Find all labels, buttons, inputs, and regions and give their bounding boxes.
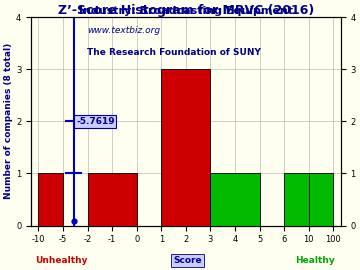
Text: www.textbiz.org: www.textbiz.org xyxy=(87,25,160,35)
Bar xyxy=(211,173,260,225)
Text: Score: Score xyxy=(173,256,202,265)
Bar xyxy=(284,173,309,225)
Title: Z’-Score Histogram for MRVC (2016): Z’-Score Histogram for MRVC (2016) xyxy=(58,4,314,17)
Text: Industry: Broadcasting Equipment: Industry: Broadcasting Equipment xyxy=(79,6,293,16)
Bar xyxy=(87,173,137,225)
Bar xyxy=(161,69,211,225)
Text: -5.7619: -5.7619 xyxy=(76,117,114,126)
Bar xyxy=(309,173,333,225)
Y-axis label: Number of companies (8 total): Number of companies (8 total) xyxy=(4,43,13,200)
Bar xyxy=(39,173,63,225)
Text: Unhealthy: Unhealthy xyxy=(35,256,87,265)
Text: Healthy: Healthy xyxy=(295,256,335,265)
Text: The Research Foundation of SUNY: The Research Foundation of SUNY xyxy=(87,48,261,58)
